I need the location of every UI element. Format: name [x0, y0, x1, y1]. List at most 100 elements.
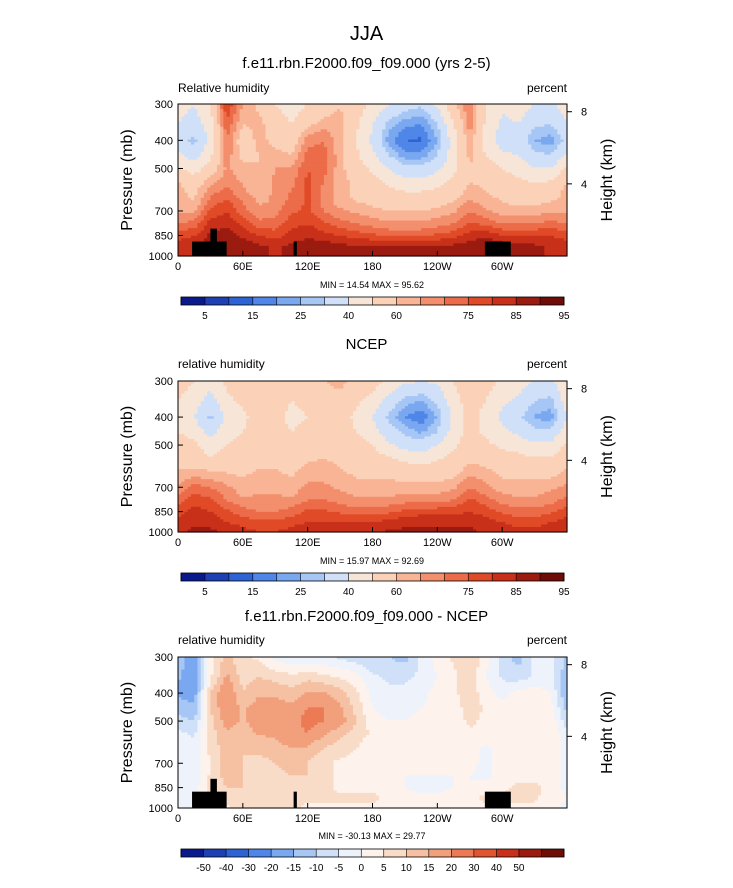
field-cell — [482, 131, 497, 135]
field-cell — [207, 682, 212, 686]
field-cell — [460, 702, 481, 706]
field-cell — [213, 142, 221, 146]
field-cell — [479, 464, 568, 468]
field-cell — [220, 707, 241, 711]
field-cell — [563, 719, 568, 724]
field-cell — [207, 717, 215, 721]
field-cell — [557, 474, 568, 478]
field-cell — [207, 719, 215, 724]
field-cell — [327, 732, 348, 736]
field-cell — [229, 187, 247, 191]
field-cell — [404, 682, 435, 686]
field-cell — [236, 491, 299, 495]
field-cell — [239, 147, 257, 151]
field-cell — [203, 664, 208, 668]
field-cell — [323, 230, 361, 234]
field-cell — [463, 433, 484, 437]
field-cell — [233, 202, 244, 206]
field-cell — [307, 147, 328, 151]
field-cell — [327, 172, 335, 176]
field-cell — [388, 134, 400, 138]
field-cell — [460, 481, 487, 485]
field-cell — [275, 669, 351, 673]
field-cell — [317, 722, 344, 726]
field-cell — [216, 401, 237, 405]
field-cell — [181, 669, 199, 673]
field-cell — [216, 529, 257, 533]
field-cell — [178, 230, 202, 234]
field-cell — [534, 426, 552, 430]
field-cell — [560, 782, 568, 786]
field-cell — [213, 131, 221, 135]
field-cell — [557, 386, 568, 390]
field-cell — [239, 433, 361, 437]
field-cell — [456, 131, 464, 135]
field-cell — [343, 136, 357, 141]
field-cell — [557, 144, 568, 148]
field-cell — [498, 662, 516, 666]
field-cell — [554, 438, 568, 442]
field-cell — [434, 413, 442, 417]
field-cell — [307, 745, 328, 749]
field-cell — [281, 248, 545, 252]
field-cell — [210, 391, 228, 395]
field-cell — [492, 750, 562, 754]
field-cell — [388, 421, 403, 425]
field-cell — [203, 707, 208, 711]
field-cell — [404, 406, 429, 410]
field-cell — [203, 689, 208, 693]
field-cell — [190, 197, 195, 201]
field-cell — [544, 245, 568, 249]
field-cell — [207, 740, 218, 744]
field-cell — [463, 413, 481, 417]
field-cell — [489, 230, 568, 234]
field-cell — [284, 699, 296, 703]
colorbar-box — [276, 297, 302, 305]
field-cell — [178, 185, 182, 189]
field-cell — [557, 383, 568, 387]
height-tick-label: 4 — [581, 455, 587, 467]
field-cell — [489, 662, 500, 666]
field-cell — [178, 129, 205, 133]
field-cell — [233, 169, 276, 173]
colorbar-box — [348, 297, 373, 305]
field-cell — [220, 147, 224, 151]
field-cell — [541, 418, 552, 422]
field-cell — [391, 423, 406, 427]
field-cell — [378, 451, 451, 455]
field-cell — [207, 714, 215, 718]
field-cell — [489, 441, 568, 445]
colorbar-label: -5 — [334, 863, 343, 874]
field-cell — [450, 657, 481, 661]
field-cell — [252, 702, 341, 706]
field-cell — [178, 423, 199, 427]
field-cell — [528, 421, 555, 425]
field-cell — [443, 790, 507, 794]
field-cell — [521, 436, 555, 440]
field-cell — [476, 104, 487, 108]
field-cell — [411, 436, 425, 440]
field-cell — [434, 679, 458, 683]
field-cell — [233, 205, 247, 209]
field-cell — [343, 709, 354, 713]
field-cell — [421, 157, 435, 161]
field-cell — [424, 704, 461, 708]
field-cell — [181, 396, 205, 400]
field-cell — [223, 421, 247, 425]
field-cell — [492, 760, 562, 764]
field-cell — [511, 152, 545, 156]
field-cell — [378, 177, 451, 181]
field-cell — [333, 152, 344, 156]
field-cell — [479, 702, 552, 706]
field-cell — [382, 131, 390, 135]
field-cell — [304, 129, 322, 133]
field-cell — [220, 712, 241, 716]
field-cell — [560, 157, 568, 161]
field-cell — [336, 740, 364, 744]
field-cell — [411, 714, 464, 718]
field-cell — [233, 687, 244, 691]
field-cell — [505, 169, 562, 173]
field-cell — [184, 154, 202, 158]
field-cell — [197, 727, 202, 731]
field-cell — [524, 111, 562, 115]
